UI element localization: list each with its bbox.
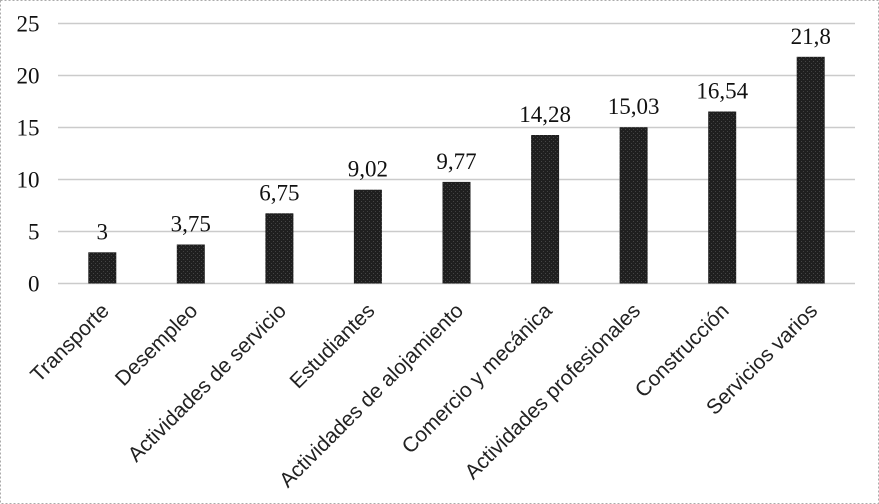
svg-text:16,54: 16,54 [696,79,748,104]
svg-text:9,77: 9,77 [436,149,476,174]
svg-text:15,03: 15,03 [608,94,660,119]
svg-text:14,28: 14,28 [519,102,571,127]
svg-text:20: 20 [17,63,40,88]
svg-text:3,75: 3,75 [171,212,211,237]
svg-text:5: 5 [28,219,40,244]
svg-text:6,75: 6,75 [259,180,299,205]
svg-text:3: 3 [97,219,109,244]
svg-text:10: 10 [17,167,40,192]
svg-text:0: 0 [28,271,40,296]
svg-text:9,02: 9,02 [348,157,388,182]
svg-text:25: 25 [17,11,40,36]
svg-text:15: 15 [17,115,40,140]
svg-text:21,8: 21,8 [791,24,831,49]
